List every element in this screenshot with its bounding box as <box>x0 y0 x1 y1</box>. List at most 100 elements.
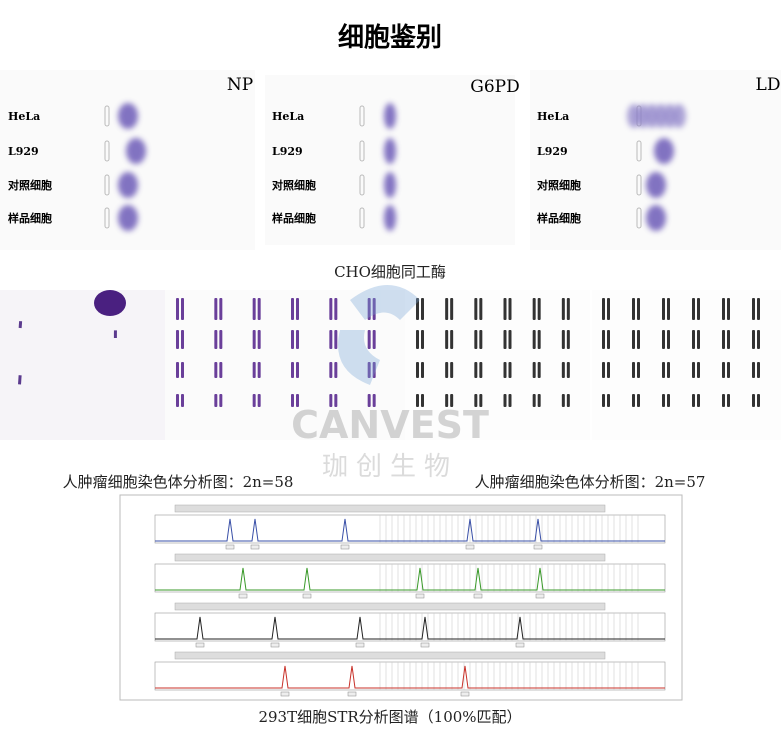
chromosome <box>602 330 605 349</box>
chromosome <box>176 362 179 378</box>
chromosome <box>566 298 570 320</box>
chromosome <box>176 298 179 320</box>
allele-box <box>302 593 312 599</box>
chromosome <box>532 330 536 349</box>
row-label: HeLa <box>8 110 40 123</box>
chromosome <box>692 330 695 349</box>
str-trace <box>155 518 665 542</box>
chromosome <box>334 394 338 407</box>
chromosome <box>479 298 483 320</box>
chromosome <box>532 362 536 378</box>
chromosome <box>257 394 261 407</box>
row-label: 对照细胞 <box>537 178 581 192</box>
chromosome <box>367 298 371 320</box>
allele-box <box>280 691 290 697</box>
band <box>646 205 666 231</box>
watermark-name: 珈创生物 <box>322 452 458 482</box>
caption: 293T细胞STR分析图谱（100%匹配） <box>258 708 521 726</box>
well <box>359 105 365 127</box>
karyo-bg <box>592 290 781 440</box>
chromosome <box>537 298 541 320</box>
str-header <box>174 553 606 562</box>
well <box>636 140 642 162</box>
chromosome <box>537 394 541 407</box>
chromosome <box>662 330 665 349</box>
chromosome <box>334 298 338 320</box>
chromosome <box>667 298 670 320</box>
chromosome <box>697 330 700 349</box>
caption: 人肿瘤细胞染色体分析图：2n=57 <box>475 473 706 491</box>
chromosome <box>219 362 223 378</box>
chromosome <box>329 330 333 349</box>
chromosome <box>113 330 117 339</box>
chromosome <box>176 394 179 407</box>
chromosome <box>219 394 223 407</box>
chromosome <box>602 362 605 378</box>
allele-box <box>515 642 525 648</box>
chromosome <box>416 330 419 349</box>
chromosome <box>757 362 760 378</box>
well <box>104 174 110 196</box>
chromosome <box>697 362 700 378</box>
chromosome <box>421 362 424 378</box>
allele-box <box>465 544 475 550</box>
chromosome <box>503 394 507 407</box>
well <box>359 174 365 196</box>
chromosome <box>532 298 536 320</box>
chromosome <box>607 394 610 407</box>
chromosome <box>752 362 755 378</box>
watermark-brand: CANVEST <box>291 403 489 447</box>
chromosome <box>450 330 454 349</box>
chromosome <box>637 362 640 378</box>
allele-box <box>347 691 357 697</box>
chromosome <box>445 330 449 349</box>
chromosome <box>367 330 371 349</box>
chromosome <box>421 330 424 349</box>
chromosome <box>474 330 478 349</box>
chromosome <box>632 330 635 349</box>
chromosome <box>632 298 635 320</box>
chromosome <box>607 362 610 378</box>
chromosome <box>561 394 565 407</box>
chromosome <box>474 298 478 320</box>
well <box>359 207 365 229</box>
row-label: 样品细胞 <box>8 211 52 225</box>
chromosome <box>291 298 294 320</box>
str-chart <box>154 504 666 697</box>
chromosome <box>450 362 454 378</box>
allele-box <box>420 642 430 648</box>
karyo-bg <box>165 290 405 440</box>
chromosome <box>329 394 333 407</box>
panel-label: LD <box>756 75 781 95</box>
chromosome <box>372 394 376 407</box>
band <box>118 103 138 129</box>
chromosome <box>757 330 760 349</box>
caption: CHO细胞同工酶 <box>334 263 446 281</box>
chromosome <box>722 330 725 349</box>
karyotypes <box>18 298 760 407</box>
allele-box <box>355 642 365 648</box>
chromosome <box>662 394 665 407</box>
allele-box <box>225 544 235 550</box>
well <box>359 140 365 162</box>
chromosome <box>181 394 184 407</box>
well <box>636 207 642 229</box>
chromosome <box>752 394 755 407</box>
row-label: 对照细胞 <box>272 178 316 192</box>
well <box>104 105 110 127</box>
allele-box <box>415 593 425 599</box>
chromosome <box>727 330 730 349</box>
allele-box <box>195 642 205 648</box>
allele-box <box>535 593 545 599</box>
chromosome <box>416 298 419 320</box>
band <box>384 172 396 198</box>
chromosome <box>214 362 218 378</box>
chromosome <box>252 394 256 407</box>
chromosome <box>252 362 256 378</box>
chromosome <box>566 362 570 378</box>
chromosome <box>181 330 184 349</box>
str-trace <box>155 616 665 640</box>
chromosome <box>503 298 507 320</box>
panel-label: NP <box>227 75 253 95</box>
row-label: 对照细胞 <box>8 178 52 192</box>
